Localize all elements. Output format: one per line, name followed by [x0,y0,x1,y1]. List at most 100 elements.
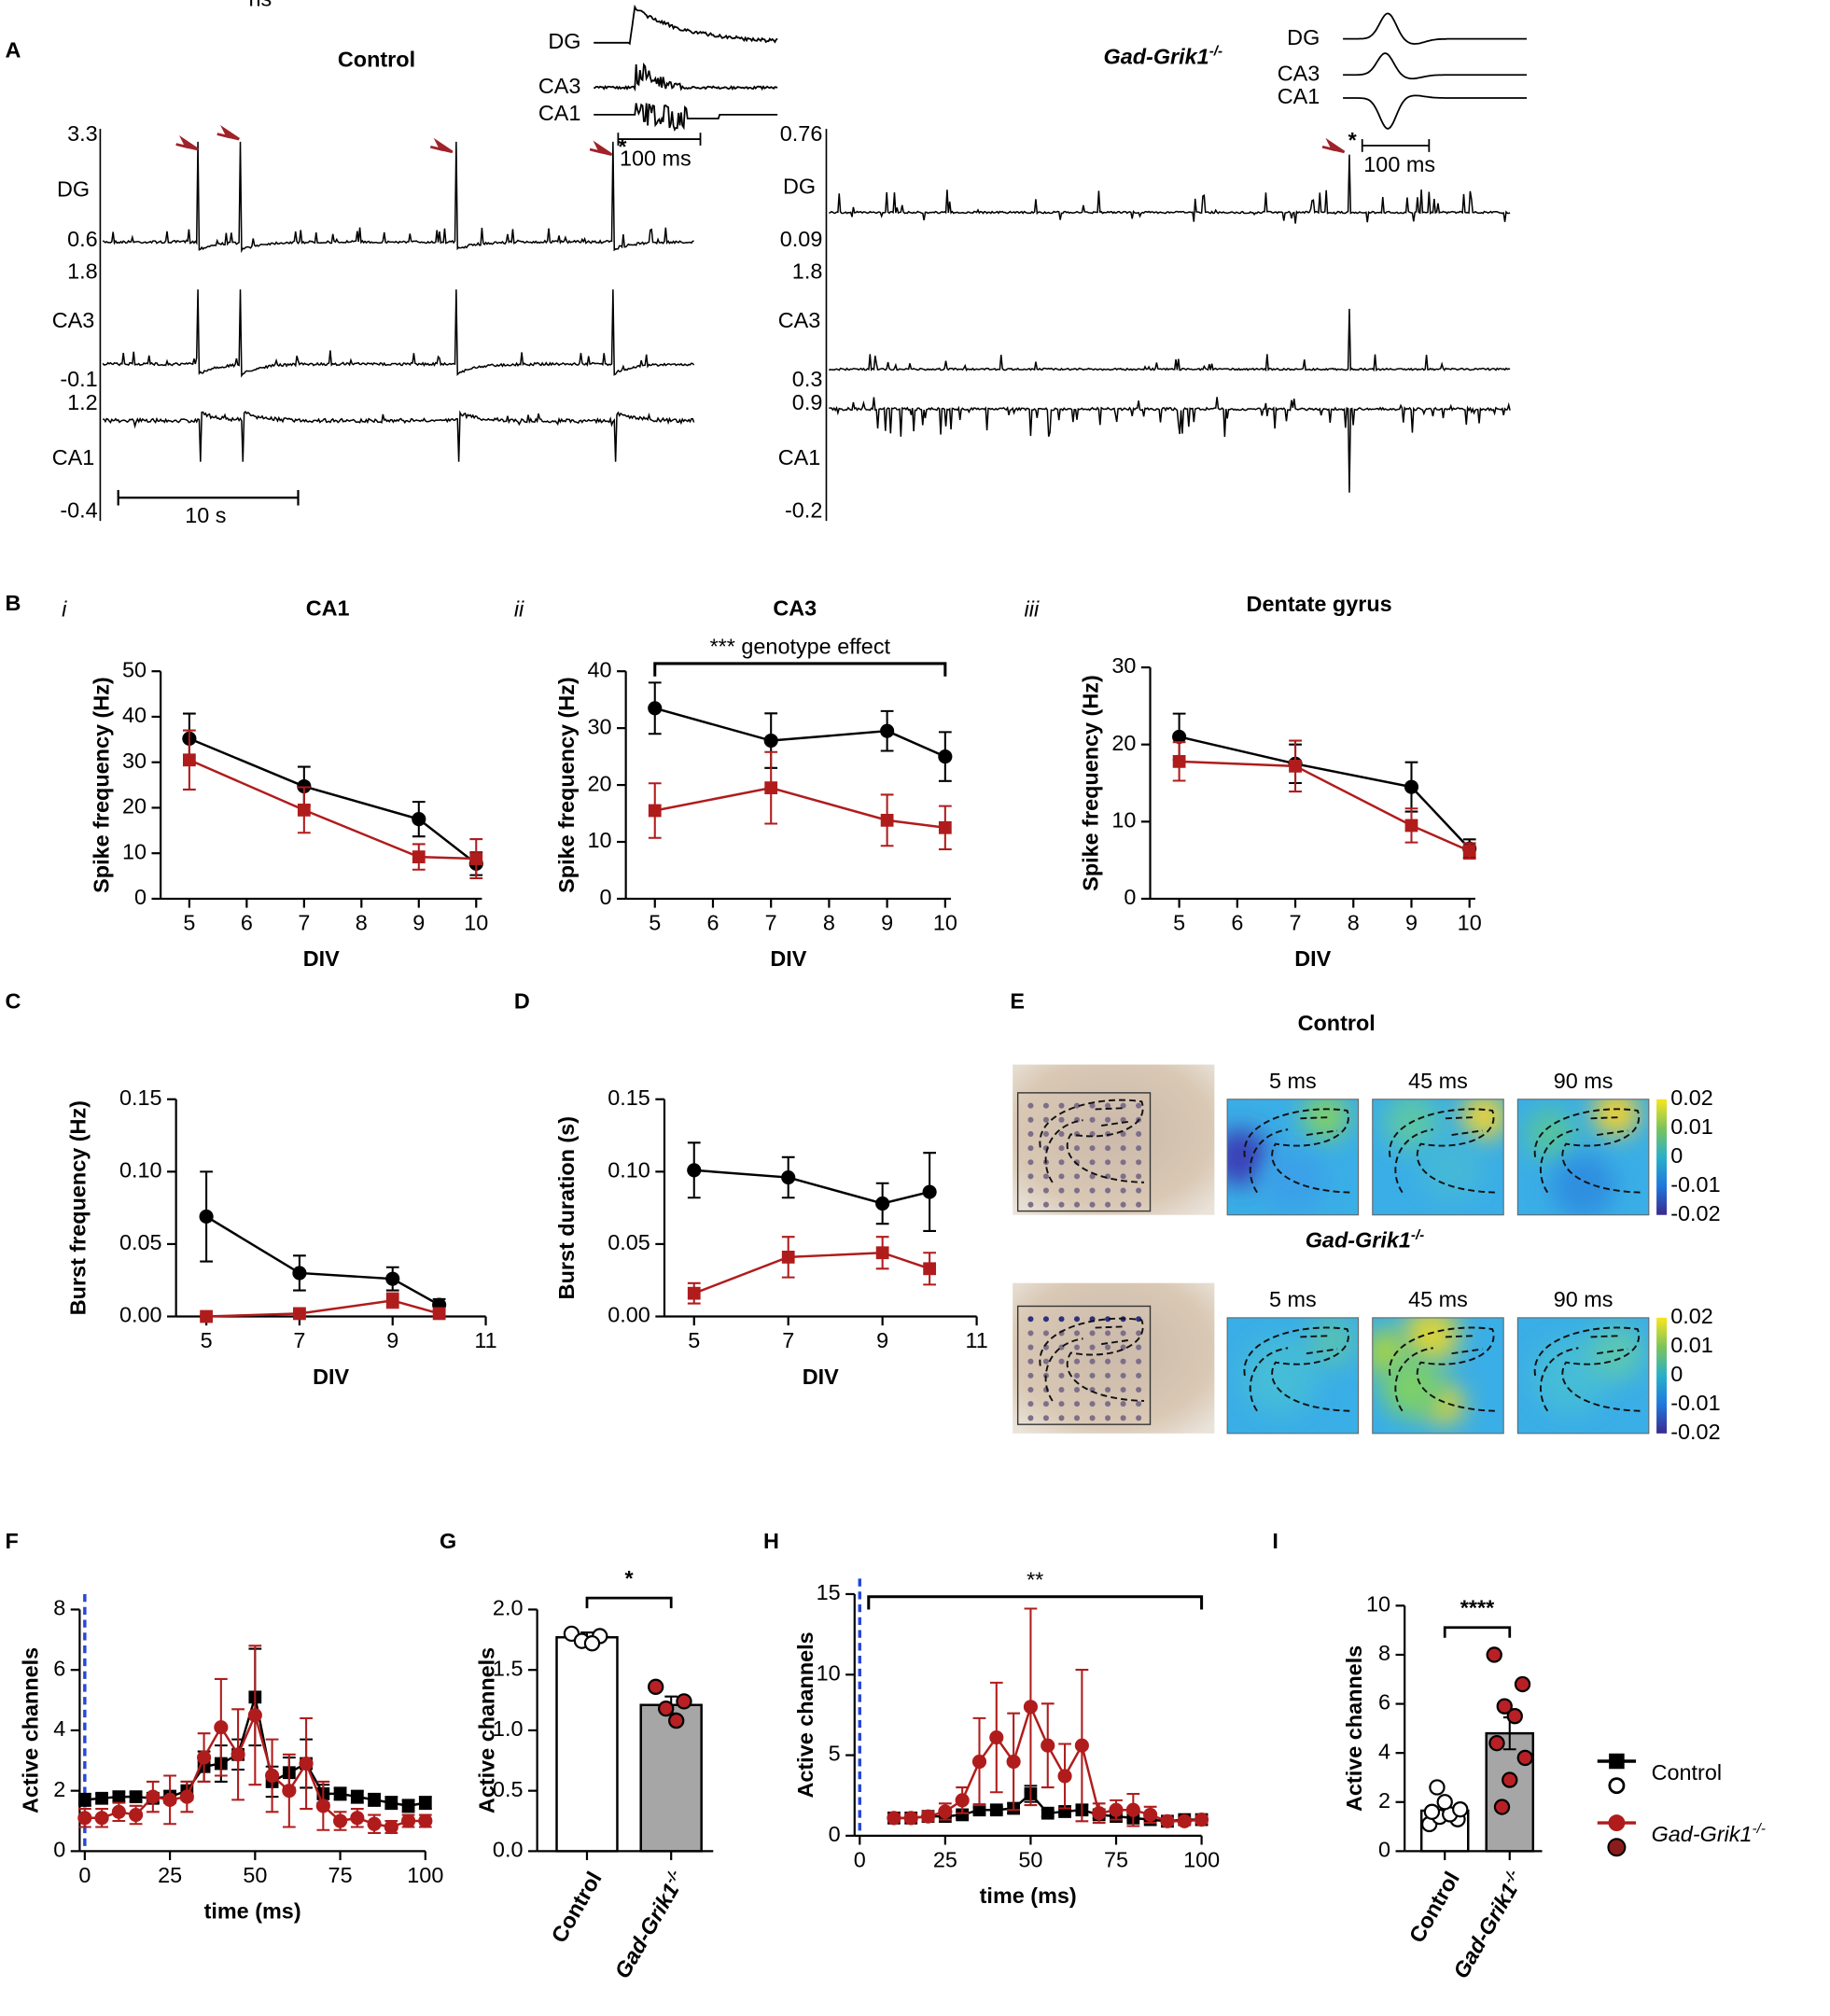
series-line [189,759,477,861]
lfp-trace [829,154,1511,224]
scale-bar-label: 100 ms [620,146,691,170]
trace-scale-min: 0.3 [792,367,823,391]
trace-scale-min: -0.4 [60,498,97,523]
heatmap-blob [1592,1099,1640,1137]
time-label: 5 ms [1269,1287,1317,1311]
y-tick-label: 30 [122,749,147,773]
data-point [197,1750,212,1765]
y-axis-label: Active channels [19,1647,43,1813]
data-point [299,1756,314,1771]
annotation: **** [1460,1596,1495,1620]
electrode [1073,1145,1081,1152]
data-point [350,1790,364,1804]
heatmap-blob [1380,1356,1443,1419]
electrode [1027,1159,1034,1166]
electrode [1027,1344,1034,1351]
y-tick-label: 0.05 [119,1230,162,1254]
heatmap-blob [1227,1128,1269,1186]
y-tick-label: 6 [53,1656,65,1680]
electrode [1120,1130,1126,1137]
data-point [214,1720,229,1735]
y-tick-label: 20 [587,771,611,795]
data-point [112,1790,126,1804]
heatmap [1372,1099,1504,1215]
electrode [1089,1415,1096,1421]
series-line [1179,735,1471,850]
trace-row-label: CA3 [778,308,821,332]
data-point [1506,1708,1523,1725]
electrode [1058,1415,1065,1421]
genotype-superscript: -/- [1753,1821,1766,1837]
electrode [1027,1102,1034,1109]
electrode [1073,1386,1081,1393]
x-tick-label: 75 [328,1863,353,1887]
bar [555,1636,619,1853]
inset-trace [594,4,778,46]
data-point [687,1163,702,1178]
data-point [247,1708,262,1723]
slice-photo [1013,1064,1215,1215]
event-marker: * [1348,128,1358,152]
gene-name: Gad-Grik1 [1306,1228,1411,1253]
region-outline [1039,1099,1145,1183]
electrode-grid-frame [1016,1305,1152,1425]
event-marker: * [618,134,627,159]
electrode [1058,1401,1065,1407]
x-tick-label: 9 [412,911,425,935]
heatmap-frame [1226,1099,1360,1216]
data-point [880,813,894,827]
electrode [1120,1386,1126,1393]
x-axis-label: time (ms) [204,1899,301,1924]
colorbar-label: 0.02 [1670,1085,1713,1110]
electrode [1027,1415,1034,1421]
data-point [385,1294,399,1308]
legend-label: Gad-Grik1-/- [1652,1821,1766,1846]
heatmap [1227,1317,1359,1434]
time-label: 45 ms [1408,1069,1468,1093]
x-tick-label: 6 [1231,911,1243,935]
electrode [1027,1386,1034,1393]
electrode [1089,1145,1096,1152]
trace-group-title: Control [338,47,415,71]
data-point [384,1819,398,1835]
inset-label: CA3 [538,74,581,98]
electrode [1105,1102,1111,1109]
data-point [668,1712,685,1729]
time-label: 5 ms [1269,1069,1317,1093]
data-point [648,804,662,818]
data-point [764,781,778,795]
data-point [1496,1698,1513,1715]
data-point [297,803,311,817]
y-tick-label: 10 [817,1660,841,1685]
panel-label: G [440,1529,456,1553]
x-tick-label: 10 [464,911,488,935]
inset-trace [594,103,778,132]
panel-label: D [514,989,530,1014]
significance-bracket [653,662,947,677]
data-point [989,1803,1003,1817]
heatmap [1517,1317,1649,1434]
scale-bar-label: 10 s [185,503,226,527]
colorbar-label: -0.01 [1670,1391,1720,1415]
data-point [1041,1738,1055,1753]
x-tick-label: 7 [298,911,310,935]
electrode [1042,1187,1049,1194]
data-point [401,1799,415,1813]
heatmap-frame [1226,1317,1360,1435]
inset-trace [1343,94,1528,130]
data-point [1516,1749,1533,1767]
genotype-superscript: -/- [1411,1227,1424,1243]
data-point [1172,729,1187,745]
data-point [971,1754,987,1770]
data-point [469,852,483,865]
data-point [282,1784,297,1799]
data-point [129,1807,144,1823]
chart-title: Dentate gyrus [1247,592,1392,616]
electrode [1073,1330,1081,1337]
electrode [1089,1401,1096,1407]
series-line [1179,760,1471,852]
trace-group-title: Gad-Grik1-/- [1104,43,1223,68]
heatmap-frame [1372,1317,1504,1435]
x-tick-label: 75 [1104,1848,1128,1872]
